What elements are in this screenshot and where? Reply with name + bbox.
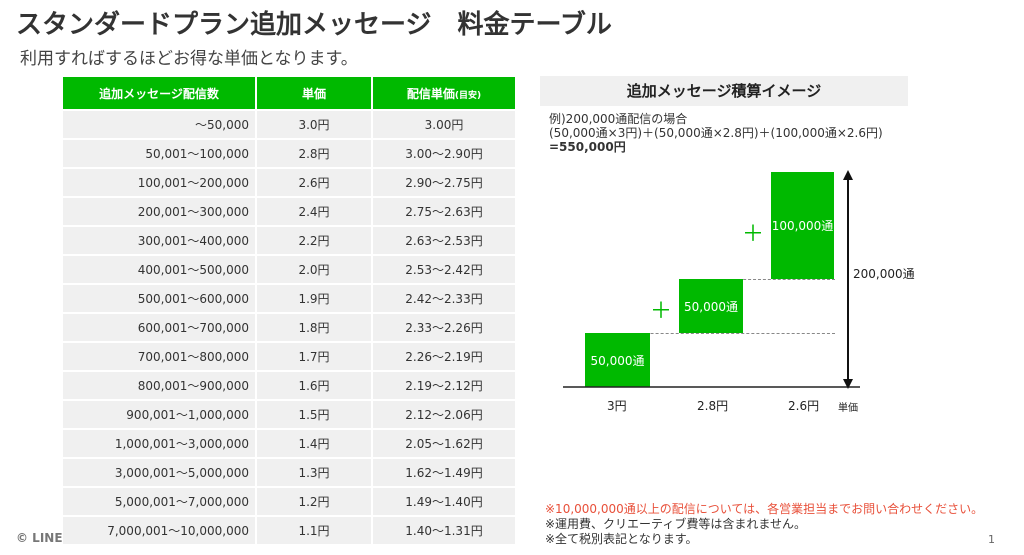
header-estimate-note: (目安)	[454, 90, 482, 101]
total-label: 200,000通	[853, 267, 915, 281]
cell-count: 1,000,001～3,000,000	[63, 428, 257, 459]
bar-tier-1: 50,000通	[585, 333, 650, 387]
price-label-3: 2.6円	[788, 399, 820, 413]
example-total: =550,000円	[549, 140, 626, 154]
cell-unit-price: 1.9円	[256, 283, 373, 314]
cell-delivery-price: 1.49～1.40円	[372, 486, 517, 517]
cell-delivery-price: 2.19～2.12円	[372, 370, 517, 401]
arrow-down-icon	[843, 379, 853, 389]
cell-count: 800,001～900,000	[63, 370, 257, 401]
cell-delivery-price: 2.90～2.75円	[372, 167, 517, 198]
cell-count: 5,000,001～7,000,000	[63, 486, 257, 517]
cell-delivery-price: 2.42～2.33円	[372, 283, 517, 314]
cell-count: 200,001～300,000	[63, 196, 257, 227]
bar-tier-3: 100,000通	[771, 172, 834, 279]
cell-delivery-price: 2.12～2.06円	[372, 399, 517, 430]
cell-unit-price: 1.5円	[256, 399, 373, 430]
cell-unit-price: 3.0円	[256, 109, 373, 140]
page-number: 1	[988, 533, 995, 546]
note-1: ※運用費、クリエーティブ費等は含まれません。	[545, 517, 806, 531]
copyright: © LINE	[16, 531, 63, 545]
cell-delivery-price: 3.00円	[372, 109, 517, 140]
cell-unit-price: 2.2円	[256, 225, 373, 256]
page-subtitle: 利用すればするほどお得な単価となります。	[20, 49, 358, 69]
cell-unit-price: 1.4円	[256, 428, 373, 459]
notes: ※10,000,000通以上の配信については、各営業担当までお問い合わせください…	[545, 502, 983, 547]
table-row: ～50,000 3.0円 3.00円	[63, 109, 517, 140]
cell-unit-price: 2.4円	[256, 196, 373, 227]
table-row: 5,000,001～7,000,000 1.2円 1.49～1.40円	[63, 486, 517, 517]
example-text: 例)200,000通配信の場合 (50,000通×3円)＋(50,000通×2.…	[549, 112, 883, 154]
cell-count: 600,001～700,000	[63, 312, 257, 343]
plus-icon: ＋	[742, 222, 765, 247]
cell-unit-price: 1.3円	[256, 457, 373, 488]
cell-count: 50,001～100,000	[63, 138, 257, 169]
cell-delivery-price: 1.62～1.49円	[372, 457, 517, 488]
cell-unit-price: 2.0円	[256, 254, 373, 285]
table-row: 800,001～900,000 1.6円 2.19～2.12円	[63, 370, 517, 401]
plus-icon: ＋	[650, 299, 673, 324]
cell-delivery-price: 2.05～1.62円	[372, 428, 517, 459]
header-delivery-price: 配信単価(目安)	[372, 77, 517, 110]
cell-unit-price: 1.2円	[256, 486, 373, 517]
example-line-1: 例)200,000通配信の場合	[549, 112, 688, 126]
image-title: 追加メッセージ積算イメージ	[540, 76, 908, 106]
table-row: 900,001～1,000,000 1.5円 2.12～2.06円	[63, 399, 517, 430]
cell-count: ～50,000	[63, 109, 257, 140]
dashed-line	[679, 279, 835, 280]
table-row: 7,000,001～10,000,000 1.1円 1.40～1.31円	[63, 515, 517, 546]
header-unit-price: 単価	[256, 77, 373, 110]
price-label-2: 2.8円	[697, 399, 729, 413]
cell-delivery-price: 2.63～2.53円	[372, 225, 517, 256]
table-row: 3,000,001～5,000,000 1.3円 1.62～1.49円	[63, 457, 517, 488]
cell-count: 500,001～600,000	[63, 283, 257, 314]
cell-count: 400,001～500,000	[63, 254, 257, 285]
header-delivery-price-label: 配信単価	[406, 86, 455, 101]
cell-unit-price: 2.6円	[256, 167, 373, 198]
note-red: ※10,000,000通以上の配信については、各営業担当までお問い合わせください…	[545, 502, 984, 516]
cell-delivery-price: 2.53～2.42円	[372, 254, 517, 285]
arrow-up-icon	[843, 170, 853, 180]
table-row: 400,001～500,000 2.0円 2.53～2.42円	[63, 254, 517, 285]
cell-unit-price: 1.8円	[256, 312, 373, 343]
table-row: 200,001～300,000 2.4円 2.75～2.63円	[63, 196, 517, 227]
cell-delivery-price: 2.26～2.19円	[372, 341, 517, 372]
cell-unit-price: 1.6円	[256, 370, 373, 401]
cell-count: 700,001～800,000	[63, 341, 257, 372]
cell-delivery-price: 1.40～1.31円	[372, 515, 517, 546]
cell-count: 900,001～1,000,000	[63, 399, 257, 430]
table-row: 100,001～200,000 2.6円 2.90～2.75円	[63, 167, 517, 198]
table-row: 700,001～800,000 1.7円 2.26～2.19円	[63, 341, 517, 372]
cell-unit-price: 2.8円	[256, 138, 373, 169]
table-row: 300,001～400,000 2.2円 2.63～2.53円	[63, 225, 517, 256]
cell-delivery-price: 2.33～2.26円	[372, 312, 517, 343]
cell-unit-price: 1.1円	[256, 515, 373, 546]
note-2: ※全て税別表記となります。	[545, 532, 698, 546]
price-axis-label: 単価	[838, 403, 858, 414]
cell-delivery-price: 2.75～2.63円	[372, 196, 517, 227]
cell-count: 100,001～200,000	[63, 167, 257, 198]
example-line-2: (50,000通×3円)＋(50,000通×2.8円)＋(100,000通×2.…	[549, 126, 883, 140]
cell-count: 7,000,001～10,000,000	[63, 515, 257, 546]
bar-tier-2: 50,000通	[679, 279, 743, 333]
table-row: 50,001～100,000 2.8円 3.00～2.90円	[63, 138, 517, 169]
cell-unit-price: 1.7円	[256, 341, 373, 372]
header-count: 追加メッセージ配信数	[63, 77, 257, 110]
table-row: 1,000,001～3,000,000 1.4円 2.05～1.62円	[63, 428, 517, 459]
cell-delivery-price: 3.00～2.90円	[372, 138, 517, 169]
table-row: 600,001～700,000 1.8円 2.33～2.26円	[63, 312, 517, 343]
price-table: 追加メッセージ配信数 単価 配信単価(目安) ～50,000 3.0円 3.00円 5…	[63, 77, 517, 546]
page-title: スタンダードプラン追加メッセージ 料金テーブル	[16, 10, 612, 40]
table-row: 500,001～600,000 1.9円 2.42～2.33円	[63, 283, 517, 314]
price-label-1: 3円	[607, 399, 627, 413]
dashed-line	[585, 333, 835, 334]
cell-count: 3,000,001～5,000,000	[63, 457, 257, 488]
cell-count: 300,001～400,000	[63, 225, 257, 256]
